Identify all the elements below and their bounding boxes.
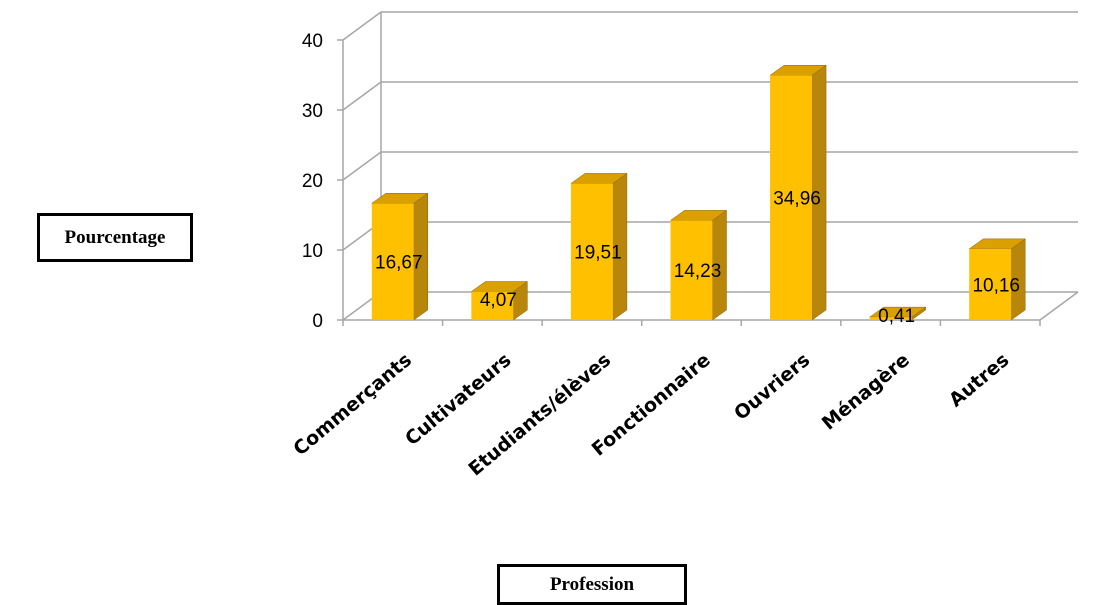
x-category-label-5: Ménagère	[818, 349, 914, 435]
bar-2: 19,51	[570, 172, 628, 321]
bar-front-4	[770, 75, 813, 320]
gridline-diag-2	[342, 151, 382, 181]
x-axis-categories: CommerçantsCultivateursEtudiants/élèvesF…	[289, 320, 1041, 480]
bars: 16,67 4,07 19,51 14,23 34,96 0,41 10,16	[371, 64, 1026, 327]
data-label-6: 10,16	[972, 275, 1020, 296]
y-tick-label-3: 30	[302, 101, 323, 122]
data-label-1: 4,07	[480, 290, 517, 311]
y-tick-label-1: 10	[302, 241, 323, 262]
data-label-3: 14,23	[674, 261, 722, 282]
y-axis-ticks: 0 10 20 30 40	[302, 31, 323, 332]
bar-3: 14,23	[669, 209, 728, 321]
bar-front-0	[371, 203, 414, 320]
bar-front-5	[869, 317, 912, 320]
bar-front-1	[471, 291, 514, 320]
x-category-label-0: Commerçants	[289, 349, 416, 460]
y-axis-label: Pourcentage	[37, 213, 193, 262]
y-tick-label-0: 0	[312, 311, 323, 332]
data-label-5: 0,41	[878, 306, 915, 327]
bar-front-6	[969, 248, 1012, 320]
y-tick-label-4: 40	[302, 31, 323, 52]
bar-4: 34,96	[769, 64, 827, 321]
data-label-2: 19,51	[574, 243, 622, 264]
gridline-diag-4	[342, 11, 382, 41]
gridline-diag-3	[342, 81, 382, 111]
bar-0: 16,67	[371, 192, 429, 321]
x-category-label-6: Autres	[945, 349, 1013, 411]
bar-1: 4,07	[470, 281, 529, 321]
bar-front-2	[570, 183, 613, 320]
bar-5: 0,41	[868, 306, 927, 327]
x-axis-label: Profession	[497, 564, 687, 605]
data-label-0: 16,67	[375, 253, 423, 274]
bar-front-3	[670, 220, 713, 320]
y-tick-label-2: 20	[302, 171, 323, 192]
floor-right-edge	[1039, 291, 1079, 321]
bar-6: 10,16	[968, 238, 1026, 321]
data-label-4: 34,96	[773, 189, 821, 210]
x-category-label-4: Ouvriers	[730, 349, 814, 425]
